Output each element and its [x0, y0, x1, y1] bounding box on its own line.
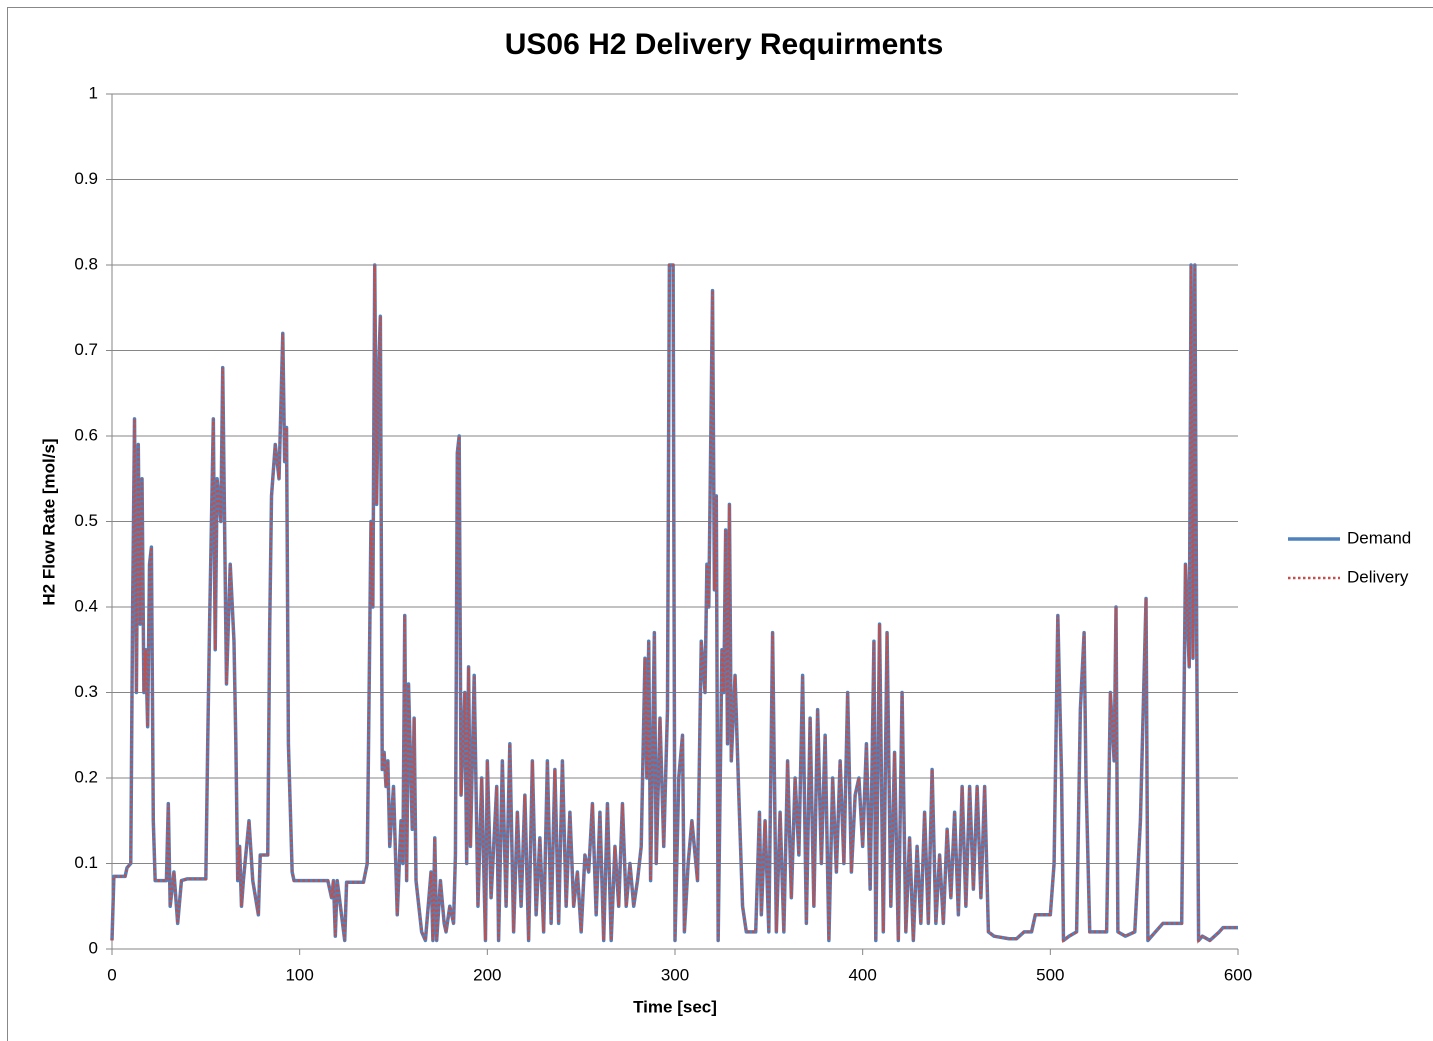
y-tick-label: 0.1 [74, 853, 98, 872]
y-tick-label: 0.9 [74, 169, 98, 188]
y-tick-label: 0.5 [74, 511, 98, 530]
chart-title: US06 H2 Delivery Requirments [505, 28, 944, 61]
legend-label: Delivery [1347, 567, 1409, 586]
x-tick-label: 400 [848, 965, 876, 984]
x-tick-label: 600 [1224, 965, 1252, 984]
y-tick-label: 1 [89, 83, 98, 102]
y-tick-label: 0.4 [74, 596, 98, 615]
chart-frame [7, 7, 1433, 1041]
legend-label: Demand [1347, 528, 1411, 547]
y-tick-label: 0 [89, 938, 98, 957]
y-tick-label: 0.3 [74, 682, 98, 701]
x-tick-label: 200 [473, 965, 501, 984]
x-tick-label: 0 [107, 965, 116, 984]
y-tick-label: 0.7 [74, 340, 98, 359]
y-axis-label: H2 Flow Rate [mol/s] [39, 438, 58, 605]
x-tick-label: 100 [285, 965, 313, 984]
series-line [110, 263, 1238, 943]
y-tick-label: 0.8 [74, 254, 98, 273]
x-tick-label: 300 [661, 965, 689, 984]
x-axis-label: Time [sec] [633, 997, 717, 1016]
x-tick-label: 500 [1036, 965, 1064, 984]
y-tick-label: 0.2 [74, 767, 98, 786]
y-tick-label: 0.6 [74, 425, 98, 444]
